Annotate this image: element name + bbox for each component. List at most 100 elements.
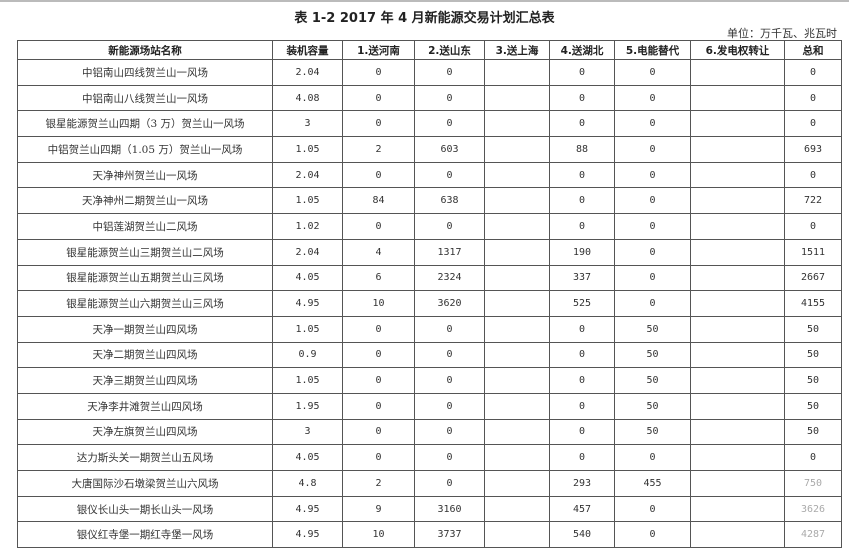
- table-row: 中铝贺兰山四期（1.05 万）贺兰山一风场 1.05 2 603 88 0 693: [17, 136, 842, 163]
- cell-station-name: 天净二期贺兰山四风场: [17, 341, 273, 369]
- cell-generation-right-transfer: [690, 187, 785, 215]
- cell-generation-right-transfer: [690, 341, 785, 369]
- cell-shandong: 3160: [414, 495, 485, 523]
- cell-henan: 0: [342, 392, 415, 420]
- cell-henan: 9: [342, 495, 415, 523]
- cell-shandong: 0: [414, 418, 485, 446]
- cell-hubei: 0: [549, 341, 615, 369]
- cell-henan: 0: [342, 84, 415, 112]
- table-row: 大唐国际沙石墩梁贺兰山六风场 4.8 2 0 293 455 750: [17, 470, 842, 497]
- document-title: 表 1-2 2017 年 4 月新能源交易计划汇总表: [294, 11, 555, 26]
- cell-generation-right-transfer: [690, 84, 785, 112]
- table-row: 银星能源贺兰山五期贺兰山三风场 4.05 6 2324 337 0 2667: [17, 264, 842, 292]
- cell-generation-right-transfer: [690, 418, 785, 446]
- cell-shandong: 0: [414, 341, 485, 369]
- cell-shandong: 2324: [414, 264, 485, 292]
- table-row: 天净一期贺兰山四风场 1.05 0 0 0 50 50: [17, 315, 842, 343]
- cell-total: 50: [784, 418, 842, 446]
- cell-shanghai: [484, 341, 550, 369]
- cell-total: 3626: [784, 495, 842, 523]
- cell-station-name: 中铝南山四线贺兰山一风场: [17, 59, 273, 86]
- cell-capacity: 4.05: [272, 264, 343, 292]
- cell-shanghai: [484, 136, 550, 163]
- cell-total: 1511: [784, 238, 842, 266]
- cell-shandong: 0: [414, 470, 485, 497]
- table-row: 银星能源贺兰山六期贺兰山三风场 4.95 10 3620 525 0 4155: [17, 290, 842, 317]
- cell-hubei: 0: [549, 444, 615, 471]
- cell-total: 0: [784, 213, 842, 240]
- cell-shandong: 0: [414, 367, 485, 394]
- table-row: 银星能源贺兰山四期（3 万）贺兰山一风场 3 0 0 0 0 0: [17, 110, 842, 138]
- cell-henan: 0: [342, 315, 415, 343]
- cell-hubei: 0: [549, 161, 615, 189]
- header-hubei: 4.送湖北: [549, 40, 615, 60]
- cell-power-substitution: 0: [614, 444, 691, 471]
- cell-capacity: 0.9: [272, 341, 343, 369]
- cell-station-name: 银仪红寺堡一期红寺堡一风场: [17, 521, 273, 549]
- cell-capacity: 2.04: [272, 161, 343, 189]
- cell-henan: 2: [342, 470, 415, 497]
- cell-total: 722: [784, 187, 842, 215]
- cell-hubei: 293: [549, 470, 615, 497]
- cell-station-name: 银星能源贺兰山三期贺兰山二风场: [17, 238, 273, 266]
- top-border: [0, 0, 849, 2]
- cell-capacity: 3: [272, 418, 343, 446]
- table-row: 中铝莲湖贺兰山二风场 1.02 0 0 0 0 0: [17, 213, 842, 240]
- cell-power-substitution: 50: [614, 418, 691, 446]
- cell-shanghai: [484, 495, 550, 523]
- cell-total: 0: [784, 110, 842, 138]
- cell-station-name: 天净三期贺兰山四风场: [17, 367, 273, 394]
- cell-hubei: 0: [549, 418, 615, 446]
- table-row: 天净神州贺兰山一风场 2.04 0 0 0 0 0: [17, 161, 842, 189]
- cell-station-name: 银仪长山头一期长山头一风场: [17, 495, 273, 523]
- cell-henan: 0: [342, 341, 415, 369]
- cell-total: 50: [784, 392, 842, 420]
- cell-generation-right-transfer: [690, 444, 785, 471]
- cell-power-substitution: 0: [614, 495, 691, 523]
- cell-capacity: 1.05: [272, 367, 343, 394]
- cell-hubei: 457: [549, 495, 615, 523]
- cell-hubei: 337: [549, 264, 615, 292]
- cell-hubei: 190: [549, 238, 615, 266]
- cell-hubei: 0: [549, 367, 615, 394]
- cell-total: 4155: [784, 290, 842, 317]
- cell-henan: 0: [342, 161, 415, 189]
- cell-henan: 2: [342, 136, 415, 163]
- cell-henan: 6: [342, 264, 415, 292]
- cell-capacity: 4.95: [272, 521, 343, 549]
- cell-capacity: 2.04: [272, 238, 343, 266]
- cell-hubei: 540: [549, 521, 615, 549]
- cell-power-substitution: 50: [614, 367, 691, 394]
- cell-generation-right-transfer: [690, 264, 785, 292]
- cell-total: 0: [784, 84, 842, 112]
- cell-power-substitution: 0: [614, 84, 691, 112]
- cell-shandong: 638: [414, 187, 485, 215]
- cell-total: 2667: [784, 264, 842, 292]
- cell-station-name: 银星能源贺兰山五期贺兰山三风场: [17, 264, 273, 292]
- table-row: 天净李井滩贺兰山四风场 1.95 0 0 0 50 50: [17, 392, 842, 420]
- cell-shanghai: [484, 521, 550, 549]
- cell-station-name: 天净神州二期贺兰山一风场: [17, 187, 273, 215]
- cell-total: 4287: [784, 521, 842, 549]
- trade-plan-table: 新能源场站名称 装机容量 1.送河南 2.送山东 3.送上海 4.送湖北 5.电能替代 6.发…: [17, 40, 842, 549]
- cell-total: 693: [784, 136, 842, 163]
- header-shandong: 2.送山东: [414, 40, 485, 60]
- cell-station-name: 中铝贺兰山四期（1.05 万）贺兰山一风场: [17, 136, 273, 163]
- cell-capacity: 4.95: [272, 495, 343, 523]
- cell-hubei: 0: [549, 315, 615, 343]
- cell-shandong: 0: [414, 392, 485, 420]
- cell-generation-right-transfer: [690, 213, 785, 240]
- cell-generation-right-transfer: [690, 290, 785, 317]
- table-row: 天净二期贺兰山四风场 0.9 0 0 0 50 50: [17, 341, 842, 369]
- cell-station-name: 中铝莲湖贺兰山二风场: [17, 213, 273, 240]
- cell-shandong: 0: [414, 315, 485, 343]
- cell-henan: 0: [342, 59, 415, 86]
- cell-generation-right-transfer: [690, 315, 785, 343]
- cell-capacity: 1.95: [272, 392, 343, 420]
- cell-total: 50: [784, 367, 842, 394]
- unit-note: 单位：万千瓦、兆瓦时: [727, 27, 837, 40]
- cell-shandong: 603: [414, 136, 485, 163]
- cell-henan: 10: [342, 521, 415, 549]
- cell-shanghai: [484, 290, 550, 317]
- cell-station-name: 银星能源贺兰山六期贺兰山三风场: [17, 290, 273, 317]
